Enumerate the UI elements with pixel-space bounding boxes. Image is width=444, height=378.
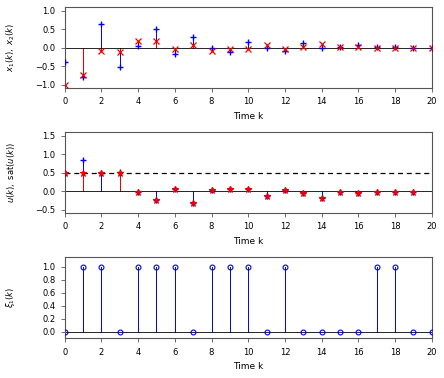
Y-axis label: $u(k),\ \mathrm{sat}(u(k))$: $u(k),\ \mathrm{sat}(u(k))$ <box>5 142 17 203</box>
X-axis label: Time k: Time k <box>233 112 263 121</box>
Y-axis label: $\xi_1(k)$: $\xi_1(k)$ <box>4 287 17 308</box>
X-axis label: Time k: Time k <box>233 362 263 371</box>
X-axis label: Time k: Time k <box>233 237 263 246</box>
Y-axis label: $x_1(k),\ x_2(k)$: $x_1(k),\ x_2(k)$ <box>4 23 17 72</box>
